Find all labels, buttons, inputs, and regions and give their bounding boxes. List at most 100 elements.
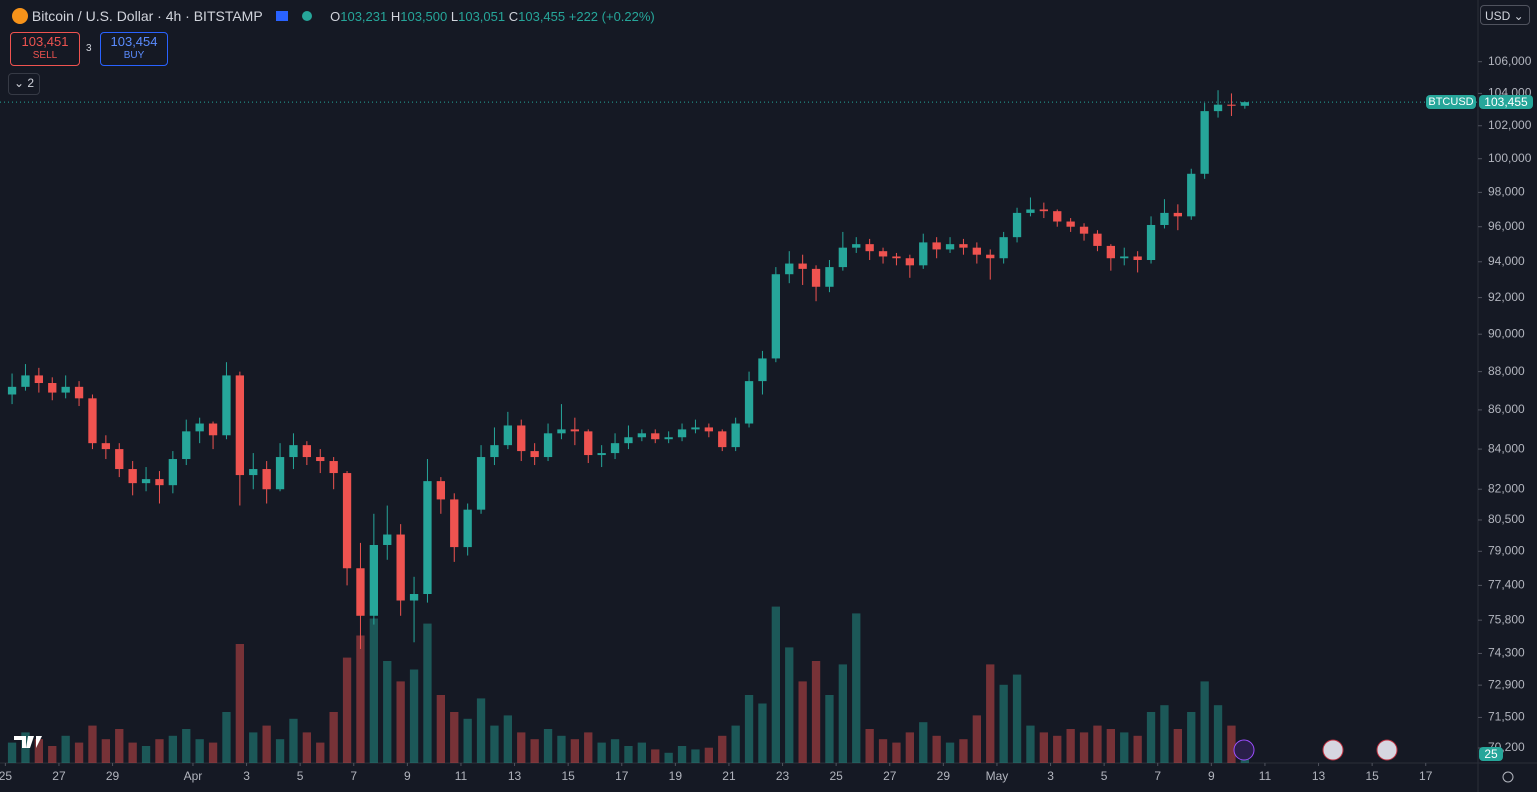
candle-body bbox=[141, 479, 151, 484]
volume-bar bbox=[115, 729, 124, 763]
volume-bar bbox=[423, 623, 432, 763]
y-tick-label: 84,000 bbox=[1488, 441, 1525, 455]
candle-body bbox=[905, 258, 915, 266]
volume-bar bbox=[771, 606, 781, 763]
volume-bar bbox=[1187, 712, 1196, 763]
candle-body bbox=[1227, 104, 1236, 106]
candle-body bbox=[731, 423, 740, 448]
candle-body bbox=[718, 431, 727, 448]
volume-bar bbox=[222, 712, 231, 763]
o-value: 103,231 bbox=[340, 9, 388, 24]
volume-bar bbox=[316, 742, 325, 763]
x-tick-label: 5 bbox=[1101, 769, 1108, 783]
flag[interactable] bbox=[276, 11, 289, 21]
indicators-toggle[interactable]: ⌄ 2 bbox=[8, 73, 40, 95]
volume-bar bbox=[731, 725, 740, 763]
volume-bar bbox=[48, 746, 57, 763]
volume-bar bbox=[450, 712, 459, 763]
y-tick-label: 102,000 bbox=[1488, 118, 1532, 132]
symbol[interactable]: Bitcoin / U.S. Dollar · 4h · BITSTAMP bbox=[31, 8, 263, 24]
symbol-tag: BTCUSD bbox=[1426, 95, 1476, 110]
header: Bitcoin / U.S. Dollar · 4h · BITSTAMP O1… bbox=[12, 8, 655, 24]
candle-body bbox=[423, 481, 432, 595]
volume-bar bbox=[476, 698, 486, 763]
candle-body bbox=[275, 457, 285, 490]
volume-bar bbox=[651, 749, 660, 763]
volume-bar bbox=[758, 703, 767, 763]
candle-body bbox=[249, 469, 258, 476]
candle-body bbox=[155, 479, 164, 486]
candle-body bbox=[1053, 211, 1062, 222]
candle-body bbox=[838, 247, 848, 268]
settings-icon[interactable] bbox=[1502, 771, 1514, 783]
volume-bar bbox=[235, 644, 245, 763]
volume-bar bbox=[999, 684, 1008, 763]
flag-icon[interactable] bbox=[1322, 739, 1344, 761]
sell-button[interactable]: 103,451 SELL bbox=[10, 32, 80, 66]
x-tick-label: May bbox=[986, 769, 1009, 783]
volume-bar bbox=[919, 722, 928, 763]
volume-bar bbox=[369, 618, 379, 763]
volume-bar bbox=[530, 739, 539, 763]
volume-bar bbox=[584, 732, 593, 763]
volume-bar bbox=[168, 735, 178, 763]
volume-bar bbox=[61, 735, 70, 763]
candle-body bbox=[517, 425, 526, 452]
volume-bar bbox=[905, 732, 915, 763]
candle-body bbox=[878, 251, 888, 257]
volume-bar bbox=[637, 742, 647, 763]
y-tick-label: 94,000 bbox=[1488, 254, 1525, 268]
x-tick-label: 7 bbox=[1154, 769, 1161, 783]
candle-body bbox=[919, 242, 928, 266]
x-tick-label: 19 bbox=[669, 769, 683, 783]
x-tick-label: 27 bbox=[883, 769, 897, 783]
volume-bar bbox=[1160, 705, 1169, 763]
x-tick-label: 25 bbox=[0, 769, 12, 783]
candle-body bbox=[758, 358, 767, 382]
volume-bar bbox=[275, 739, 285, 763]
volume-bar bbox=[463, 718, 472, 763]
candle-body bbox=[289, 445, 298, 458]
candle-body bbox=[503, 425, 513, 446]
h-label: H bbox=[390, 9, 401, 24]
l-value: 103,051 bbox=[458, 9, 506, 24]
candle-body bbox=[463, 509, 472, 548]
y-tick-label: 96,000 bbox=[1488, 219, 1525, 233]
candle-body bbox=[61, 386, 70, 393]
buy-button[interactable]: 103,454 BUY bbox=[100, 32, 168, 66]
volume-bar bbox=[838, 664, 848, 763]
candle-body bbox=[115, 449, 124, 470]
flag-icon[interactable] bbox=[1376, 739, 1398, 761]
volume-bar bbox=[892, 742, 901, 763]
volume-bar bbox=[1213, 705, 1223, 763]
y-tick-label: 100,000 bbox=[1488, 151, 1532, 165]
candle-body bbox=[1213, 104, 1223, 112]
currency-select[interactable]: USD ⌄ bbox=[1480, 5, 1530, 25]
candle-body bbox=[999, 237, 1008, 259]
candle-body bbox=[825, 267, 834, 287]
volume-bar bbox=[383, 661, 392, 763]
volume-bar bbox=[932, 735, 941, 763]
candle-body bbox=[476, 457, 486, 510]
candle-body bbox=[369, 544, 379, 616]
volume-bar bbox=[396, 681, 405, 763]
candle-body bbox=[959, 244, 968, 248]
volume-bar bbox=[208, 742, 218, 763]
indicators-count: 2 bbox=[27, 76, 35, 90]
volume-bar bbox=[7, 742, 17, 763]
x-tick-label: 11 bbox=[455, 769, 468, 783]
volume-bar bbox=[517, 732, 526, 763]
volume-bar bbox=[557, 735, 566, 763]
volume-bar bbox=[155, 739, 164, 763]
x-tick-label: 15 bbox=[1365, 769, 1379, 783]
event-icon[interactable] bbox=[1233, 739, 1255, 761]
x-tick-label: 7 bbox=[350, 769, 357, 783]
volume-bar bbox=[249, 732, 258, 763]
volume-bar bbox=[88, 725, 97, 763]
candle-body bbox=[316, 457, 325, 462]
volume-bar bbox=[677, 746, 687, 763]
candle-body bbox=[664, 437, 673, 440]
candle-body bbox=[584, 431, 593, 456]
volume-bar bbox=[329, 712, 338, 763]
candle-body bbox=[1106, 245, 1115, 259]
